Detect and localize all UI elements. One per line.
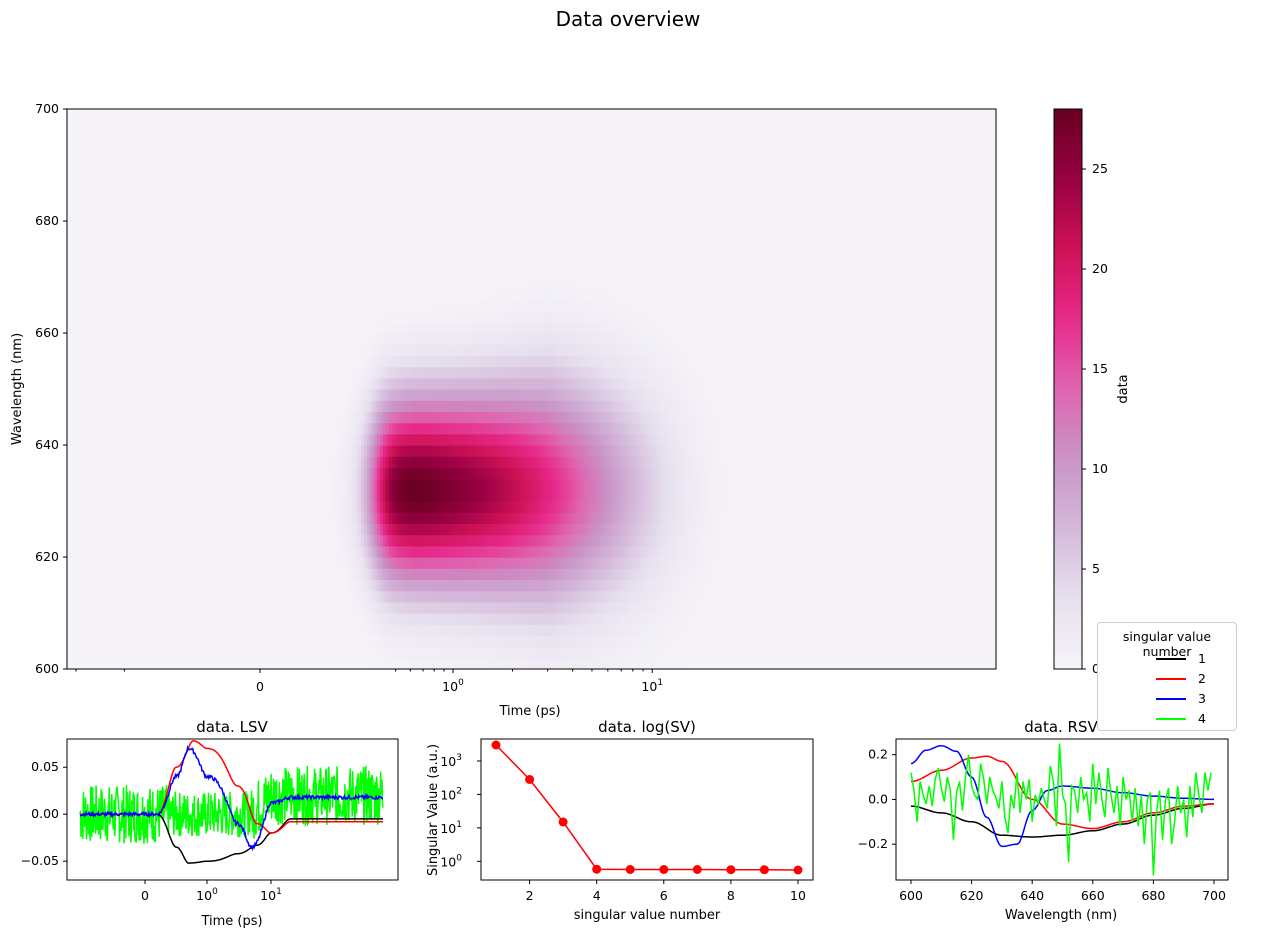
rsv-ytick: −0.2	[858, 836, 888, 851]
legend-item: 3	[1098, 689, 1238, 709]
sv-xlabel: singular value number	[574, 908, 721, 923]
legend-title: singular value number	[1122, 629, 1212, 659]
legend: singular value number 1 2 3 4	[1097, 622, 1237, 731]
sv-ytick: 103	[440, 753, 462, 769]
colorbar-tick: 25	[1092, 161, 1108, 176]
sv-ytick: 100	[440, 853, 462, 869]
heatmap-ytick: 680	[35, 213, 59, 228]
legend-item: 1	[1098, 649, 1238, 669]
colorbar-tick: 20	[1092, 261, 1108, 276]
heatmap-cells	[67, 109, 997, 670]
heatmap-ylabel: Wavelength (nm)	[10, 333, 25, 445]
lsv-title: data. LSV	[196, 718, 268, 736]
sv-point	[659, 865, 669, 874]
sv-series	[491, 740, 803, 875]
colorbar-axes: 0 5 10 15 20 25	[1082, 161, 1108, 676]
heatmap-frame	[66, 108, 997, 670]
rsv-xlabel: Wavelength (nm)	[1005, 908, 1117, 923]
heatmap-xtick: 101	[641, 678, 663, 694]
heatmap-plot: 600 620 640 660 680 700 0 100 101 Wavelength (nm…	[10, 101, 997, 719]
rsv-series	[910, 743, 1214, 876]
colorbar-tick: 5	[1092, 561, 1100, 576]
heatmap-ytick: 660	[35, 325, 59, 340]
legend-label: 4	[1198, 711, 1206, 726]
rsv-title: data. RSV	[1024, 718, 1098, 736]
sv-ylabel: Singular Value (a.u.)	[426, 744, 441, 876]
sv-ytick: 102	[440, 786, 462, 802]
lsv-xtick: 0	[141, 888, 149, 903]
legend-label: 2	[1198, 671, 1206, 686]
heatmap-xtick: 100	[442, 678, 464, 694]
colorbar-tick: 0	[1092, 661, 1100, 676]
legend-swatch	[1156, 698, 1186, 700]
lsv-ytick: −0.05	[21, 853, 59, 868]
colorbar: 0 5 10 15 20 25 data	[1053, 108, 1131, 676]
rsv-line-4	[910, 743, 1212, 876]
lsv-plot: data. LSV 0.05 0.00 −0.05 0 100 101 Time (ps)	[21, 718, 399, 929]
lsv-xtick: 100	[196, 887, 218, 903]
heatmap-ytick: 620	[35, 549, 59, 564]
rsv-plot: data. RSV 0.2 0.0 −0.2 600 620 640 660 680 700 W…	[858, 718, 1229, 923]
legend-item: 2	[1098, 669, 1238, 689]
sv-axes: 2 4 6 8 10 100 101 102 103	[440, 753, 806, 903]
lsv-series	[79, 740, 384, 864]
sv-point	[625, 865, 635, 874]
rsv-ytick: 0.0	[868, 791, 888, 806]
sv-xtick: 8	[727, 888, 735, 903]
rsv-frame	[895, 738, 1229, 881]
sv-line	[495, 744, 799, 871]
heatmap-ytick: 700	[35, 101, 59, 116]
colorbar-label: data	[1116, 374, 1131, 403]
sv-frame	[480, 738, 814, 881]
lsv-frame	[66, 738, 399, 881]
lsv-axes: 0.05 0.00 −0.05 0 100 101	[21, 759, 282, 903]
lsv-line-3	[80, 744, 384, 852]
sv-point	[558, 817, 568, 827]
figure-title: Data overview	[556, 7, 701, 31]
sv-point	[592, 864, 602, 874]
sv-point	[525, 775, 535, 784]
rsv-xtick: 600	[899, 888, 923, 903]
heatmap-ytick: 640	[35, 437, 59, 452]
sv-point	[491, 740, 501, 750]
colorbar-tick: 10	[1092, 461, 1108, 476]
legend-label: 1	[1198, 651, 1206, 666]
rsv-axes: 0.2 0.0 −0.2 600 620 640 660 680 700	[858, 747, 1226, 903]
rsv-xtick: 700	[1202, 888, 1226, 903]
heatmap-xtick: 0	[256, 679, 264, 694]
rsv-xtick: 660	[1081, 888, 1105, 903]
rsv-ytick: 0.2	[868, 747, 888, 762]
colorbar-tick: 15	[1092, 361, 1108, 376]
heatmap-xlabel: Time (ps)	[498, 704, 560, 719]
sv-point	[759, 865, 769, 875]
sv-point	[793, 865, 803, 875]
sv-plot: data. log(SV) 2 4 6 8 10 100 101 102 103 singula…	[426, 718, 814, 923]
heatmap-axes: 600 620 640 660 680 700 0 100 101	[35, 101, 663, 694]
rsv-xtick: 680	[1141, 888, 1165, 903]
sv-point	[726, 865, 736, 875]
sv-ytick: 101	[440, 820, 462, 836]
legend-label: 3	[1198, 691, 1206, 706]
legend-swatch	[1156, 658, 1186, 660]
legend-swatch	[1156, 718, 1186, 720]
legend-swatch	[1156, 678, 1186, 680]
lsv-xtick: 101	[260, 887, 282, 903]
sv-title: data. log(SV)	[598, 718, 696, 736]
rsv-xtick: 620	[960, 888, 984, 903]
sv-point	[692, 865, 702, 874]
legend-item: 4	[1098, 709, 1238, 729]
rsv-line-2	[911, 755, 1214, 830]
lsv-xlabel: Time (ps)	[200, 914, 262, 929]
lsv-ytick: 0.05	[31, 759, 59, 774]
sv-xtick: 6	[660, 888, 668, 903]
colorbar-gradient	[1053, 108, 1083, 670]
sv-xtick: 4	[593, 888, 601, 903]
rsv-xtick: 640	[1020, 888, 1044, 903]
sv-xtick: 2	[526, 888, 534, 903]
heatmap-ytick: 600	[35, 661, 59, 676]
lsv-ytick: 0.00	[31, 806, 59, 821]
sv-xtick: 10	[790, 888, 806, 903]
rsv-line-1	[910, 803, 1214, 838]
